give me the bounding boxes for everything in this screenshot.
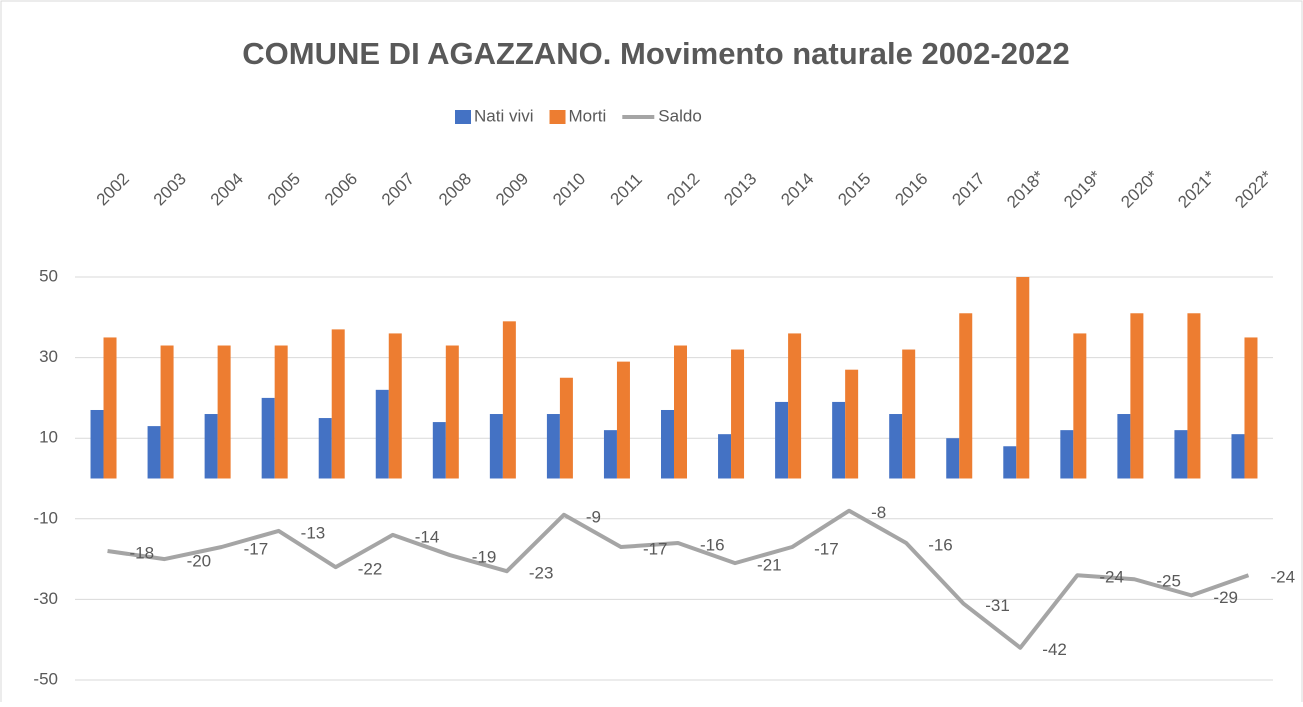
bar — [959, 313, 973, 479]
data-label: -17 — [643, 539, 668, 558]
bar — [1231, 434, 1245, 479]
bar — [489, 414, 503, 479]
bar — [204, 414, 218, 479]
data-label: -22 — [358, 560, 383, 579]
data-label: -20 — [187, 552, 212, 571]
bar — [331, 329, 345, 479]
bar — [546, 414, 560, 479]
data-label: -25 — [1156, 572, 1181, 591]
y-tick-label: -50 — [33, 669, 58, 688]
bar — [432, 422, 446, 479]
data-label: -8 — [871, 503, 886, 522]
chart-title: COMUNE DI AGAZZANO. Movimento naturale 2… — [242, 36, 1069, 71]
bar — [217, 345, 231, 479]
bar — [1073, 333, 1087, 479]
data-label: -31 — [985, 596, 1010, 615]
bar — [559, 377, 573, 479]
bar — [731, 349, 745, 479]
bar — [845, 369, 859, 479]
data-label: -23 — [529, 564, 554, 583]
bar — [375, 389, 389, 479]
bar — [718, 434, 732, 479]
bar — [616, 361, 630, 479]
bar — [603, 430, 617, 479]
data-label: -29 — [1213, 588, 1238, 607]
data-label: -17 — [814, 539, 839, 558]
bar — [661, 409, 674, 479]
legend-label: Saldo — [658, 106, 701, 125]
bar — [889, 414, 903, 479]
bar — [1117, 414, 1131, 479]
bar — [902, 349, 916, 479]
bar — [147, 426, 161, 479]
data-label: -19 — [472, 548, 497, 567]
data-label: -42 — [1042, 640, 1067, 659]
y-tick-label: -30 — [33, 589, 58, 608]
data-label: -16 — [700, 535, 725, 554]
bar — [388, 333, 402, 479]
bar — [318, 418, 332, 479]
legend-label: Nati vivi — [474, 106, 534, 125]
bar — [502, 321, 516, 479]
bar — [1130, 313, 1144, 479]
bar — [1016, 277, 1030, 479]
bar — [261, 397, 275, 479]
legend-label: Morti — [569, 106, 607, 125]
bar — [1060, 430, 1074, 479]
bar — [103, 337, 117, 479]
bar — [1003, 446, 1017, 479]
bar — [1174, 430, 1188, 479]
data-label: -18 — [130, 544, 155, 563]
line — [107, 508, 1250, 650]
data-label: -9 — [586, 507, 601, 526]
bar — [1244, 337, 1258, 479]
legend-swatch — [549, 110, 566, 124]
data-label: -16 — [928, 535, 953, 554]
y-tick-label: 50 — [39, 266, 58, 285]
bar — [946, 438, 960, 479]
bar — [674, 345, 687, 479]
data-label: -13 — [301, 523, 326, 542]
bar — [274, 345, 288, 479]
bar — [1187, 313, 1201, 479]
data-label: -24 — [1099, 568, 1124, 587]
y-tick-label: 10 — [39, 428, 58, 447]
y-tick-label: 30 — [39, 347, 58, 366]
data-label: -24 — [1270, 568, 1295, 587]
y-tick-label: -10 — [33, 508, 58, 527]
bar — [445, 345, 459, 479]
data-label: -17 — [244, 539, 269, 558]
legend-swatch — [455, 110, 471, 124]
data-label: -21 — [757, 556, 782, 575]
bar — [788, 333, 802, 479]
bar — [775, 401, 789, 479]
bar — [832, 401, 846, 479]
data-label: -14 — [415, 527, 440, 546]
bar — [160, 345, 174, 479]
bar — [90, 409, 104, 479]
